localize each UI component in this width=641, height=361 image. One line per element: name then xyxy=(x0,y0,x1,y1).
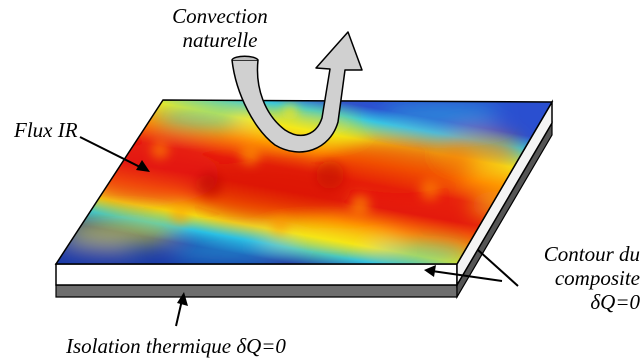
convection-label-line2: naturelle xyxy=(182,28,258,52)
convection-label-line1: Convection xyxy=(172,4,268,28)
flux-ir-arrow xyxy=(79,136,150,172)
contour-label-line2: composite xyxy=(554,266,640,290)
contour-label-line1: Contour du xyxy=(543,242,640,266)
plate-top-outline xyxy=(54,99,554,265)
isolation-label: Isolation thermique δQ=0 xyxy=(66,334,286,358)
curved-up-arrow-icon xyxy=(231,31,363,153)
contour-label-line3: δQ=0 xyxy=(590,290,640,314)
ir-heat-map xyxy=(56,100,552,264)
contour-label: Contour du composite δQ=0 xyxy=(490,242,640,314)
contour-arrows xyxy=(424,249,519,287)
flux-ir-label: Flux IR xyxy=(14,118,78,142)
isolation-arrow xyxy=(175,292,188,327)
convection-label: Convection naturelle xyxy=(150,4,290,52)
